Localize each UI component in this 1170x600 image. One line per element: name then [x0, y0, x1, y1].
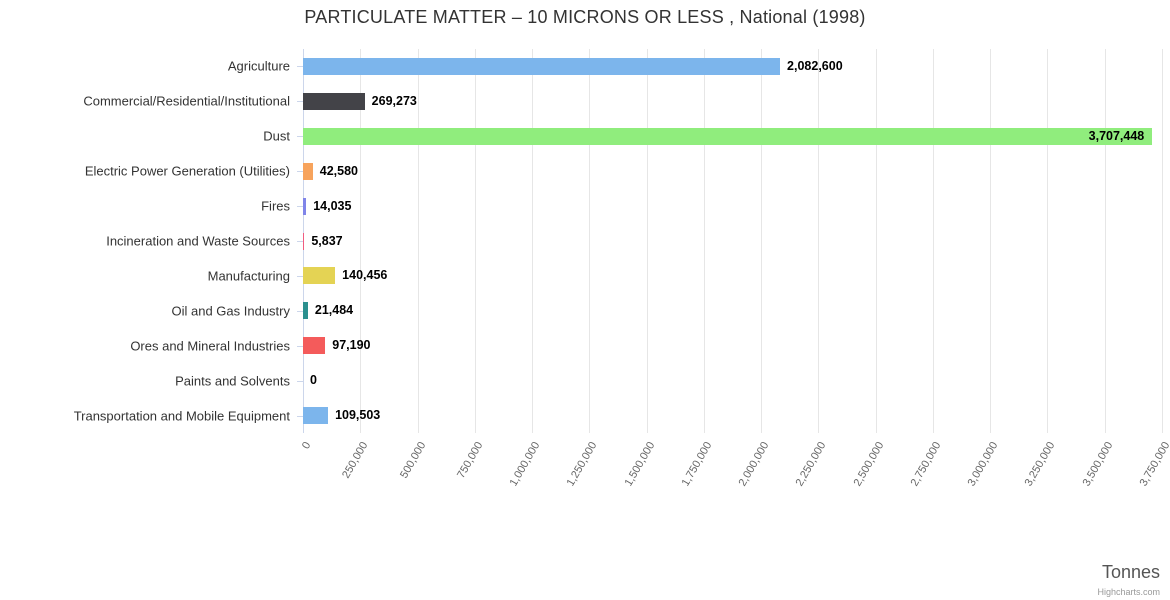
category-label: Fires — [261, 198, 290, 214]
bar[interactable] — [303, 302, 308, 320]
gridline — [875, 49, 877, 433]
value-label: 0 — [310, 373, 317, 388]
category-label: Transportation and Mobile Equipment — [73, 408, 290, 424]
gridline — [589, 49, 591, 433]
category-label: Dust — [263, 128, 290, 144]
x-tick-label: 0 — [299, 440, 314, 452]
bar[interactable] — [303, 197, 307, 215]
category-label: Agriculture — [227, 58, 290, 74]
x-tick-label: 2,000,000 — [736, 440, 772, 489]
gridline — [990, 49, 992, 433]
x-tick-label: 500,000 — [397, 440, 428, 481]
bar[interactable] — [303, 57, 781, 75]
category-tick — [297, 66, 303, 68]
x-tick-label: 1,000,000 — [507, 440, 543, 489]
bar[interactable] — [303, 232, 305, 250]
gridline — [761, 49, 763, 433]
x-tick-label: 1,500,000 — [622, 440, 657, 489]
value-label: 3,707,448 — [1088, 128, 1145, 143]
gridline — [1162, 49, 1163, 433]
gridline — [1047, 49, 1049, 433]
bar[interactable] — [303, 127, 1153, 145]
category-tick — [297, 241, 303, 242]
value-label: 5,837 — [311, 233, 343, 248]
category-tick — [297, 415, 303, 417]
bar[interactable] — [303, 267, 336, 285]
x-tick-label: 2,750,000 — [908, 440, 944, 489]
value-axis: 0 250,000 500,000 750,000 1,000,000 1,250,000… — [299, 436, 1170, 536]
x-tick-label: 3,500,000 — [1080, 440, 1116, 489]
x-tick-label: 2,500,000 — [851, 440, 887, 489]
category-axis: Agriculture Commercial/Residential/Instit… — [0, 49, 303, 433]
gridline — [818, 49, 820, 433]
gridline — [417, 49, 419, 433]
category-tick — [297, 206, 303, 208]
gridline — [703, 49, 705, 433]
category-label: Paints and Solvents — [175, 373, 290, 389]
category-tick — [297, 345, 303, 347]
category-label: Commercial/Residential/Institutional — [83, 93, 290, 109]
gridline — [360, 49, 362, 433]
value-label: 21,484 — [314, 303, 354, 318]
x-tick-label: 750,000 — [454, 440, 486, 481]
value-label: 269,273 — [371, 93, 417, 108]
category-tick — [297, 136, 303, 138]
category-label: Electric Power Generation (Utilities) — [84, 163, 290, 179]
category-label: Oil and Gas Industry — [171, 303, 291, 319]
category-tick — [297, 275, 303, 277]
gridline — [532, 49, 534, 433]
x-axis-title: Tonnes — [1101, 562, 1160, 582]
plot-area: 2,082,600 269,273 3,707,448 42,580 14,035 5,8… — [297, 49, 1163, 433]
value-label: 2,082,600 — [787, 58, 843, 73]
gridline — [932, 49, 934, 433]
value-label: 42,580 — [319, 163, 358, 178]
gridline — [474, 49, 476, 433]
x-tick-label: 3,750,000 — [1137, 440, 1170, 489]
x-tick-label: 2,250,000 — [793, 440, 829, 489]
value-label: 14,035 — [313, 198, 352, 213]
x-tick-label: 3,250,000 — [1022, 440, 1058, 489]
category-label: Ores and Mineral Industries — [130, 338, 290, 354]
bar[interactable] — [303, 162, 313, 180]
value-label: 97,190 — [332, 338, 371, 353]
bar[interactable] — [303, 337, 326, 355]
value-label: 109,503 — [335, 408, 381, 423]
x-tick-label: 3,000,000 — [965, 440, 1001, 489]
x-tick-label: 250,000 — [340, 440, 371, 481]
chart-title: PARTICULATE MATTER – 10 MICRONS OR LESS … — [304, 7, 866, 27]
bar[interactable] — [303, 92, 365, 110]
gridline — [1104, 49, 1106, 433]
gridline — [646, 49, 648, 433]
highcharts-credit-link[interactable]: Highcharts.com — [1097, 587, 1160, 597]
bar[interactable] — [303, 407, 329, 425]
category-tick — [297, 380, 303, 382]
category-label: Manufacturing — [207, 268, 290, 284]
category-tick — [297, 310, 303, 312]
category-label: Incineration and Waste Sources — [106, 233, 290, 249]
x-tick-label: 1,750,000 — [679, 440, 715, 489]
category-tick — [297, 101, 303, 103]
x-tick-label: 1,250,000 — [564, 440, 600, 489]
value-label: 140,456 — [342, 268, 388, 283]
category-tick — [297, 171, 303, 173]
